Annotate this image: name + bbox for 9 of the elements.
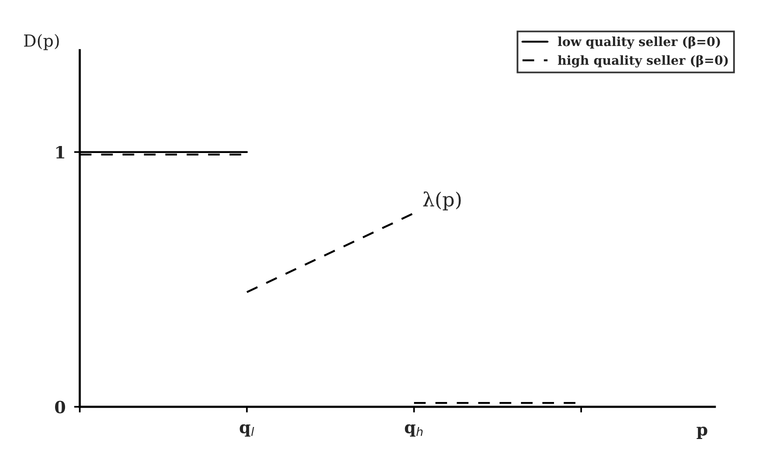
legend-label: high quality seller (β=0) — [558, 55, 728, 68]
y-tick-label: 0 — [55, 400, 66, 414]
annotation: λ(p) — [423, 191, 461, 210]
y-tick-label: 1 — [56, 146, 64, 158]
x-tick-label: q$_{l}$ — [240, 424, 254, 437]
x-axis-title: p — [696, 426, 708, 439]
legend-label: low quality seller (β=0) — [558, 36, 720, 49]
y-axis-title: D(p) — [24, 34, 59, 50]
x-tick-label: q$_{h}$ — [404, 424, 423, 437]
